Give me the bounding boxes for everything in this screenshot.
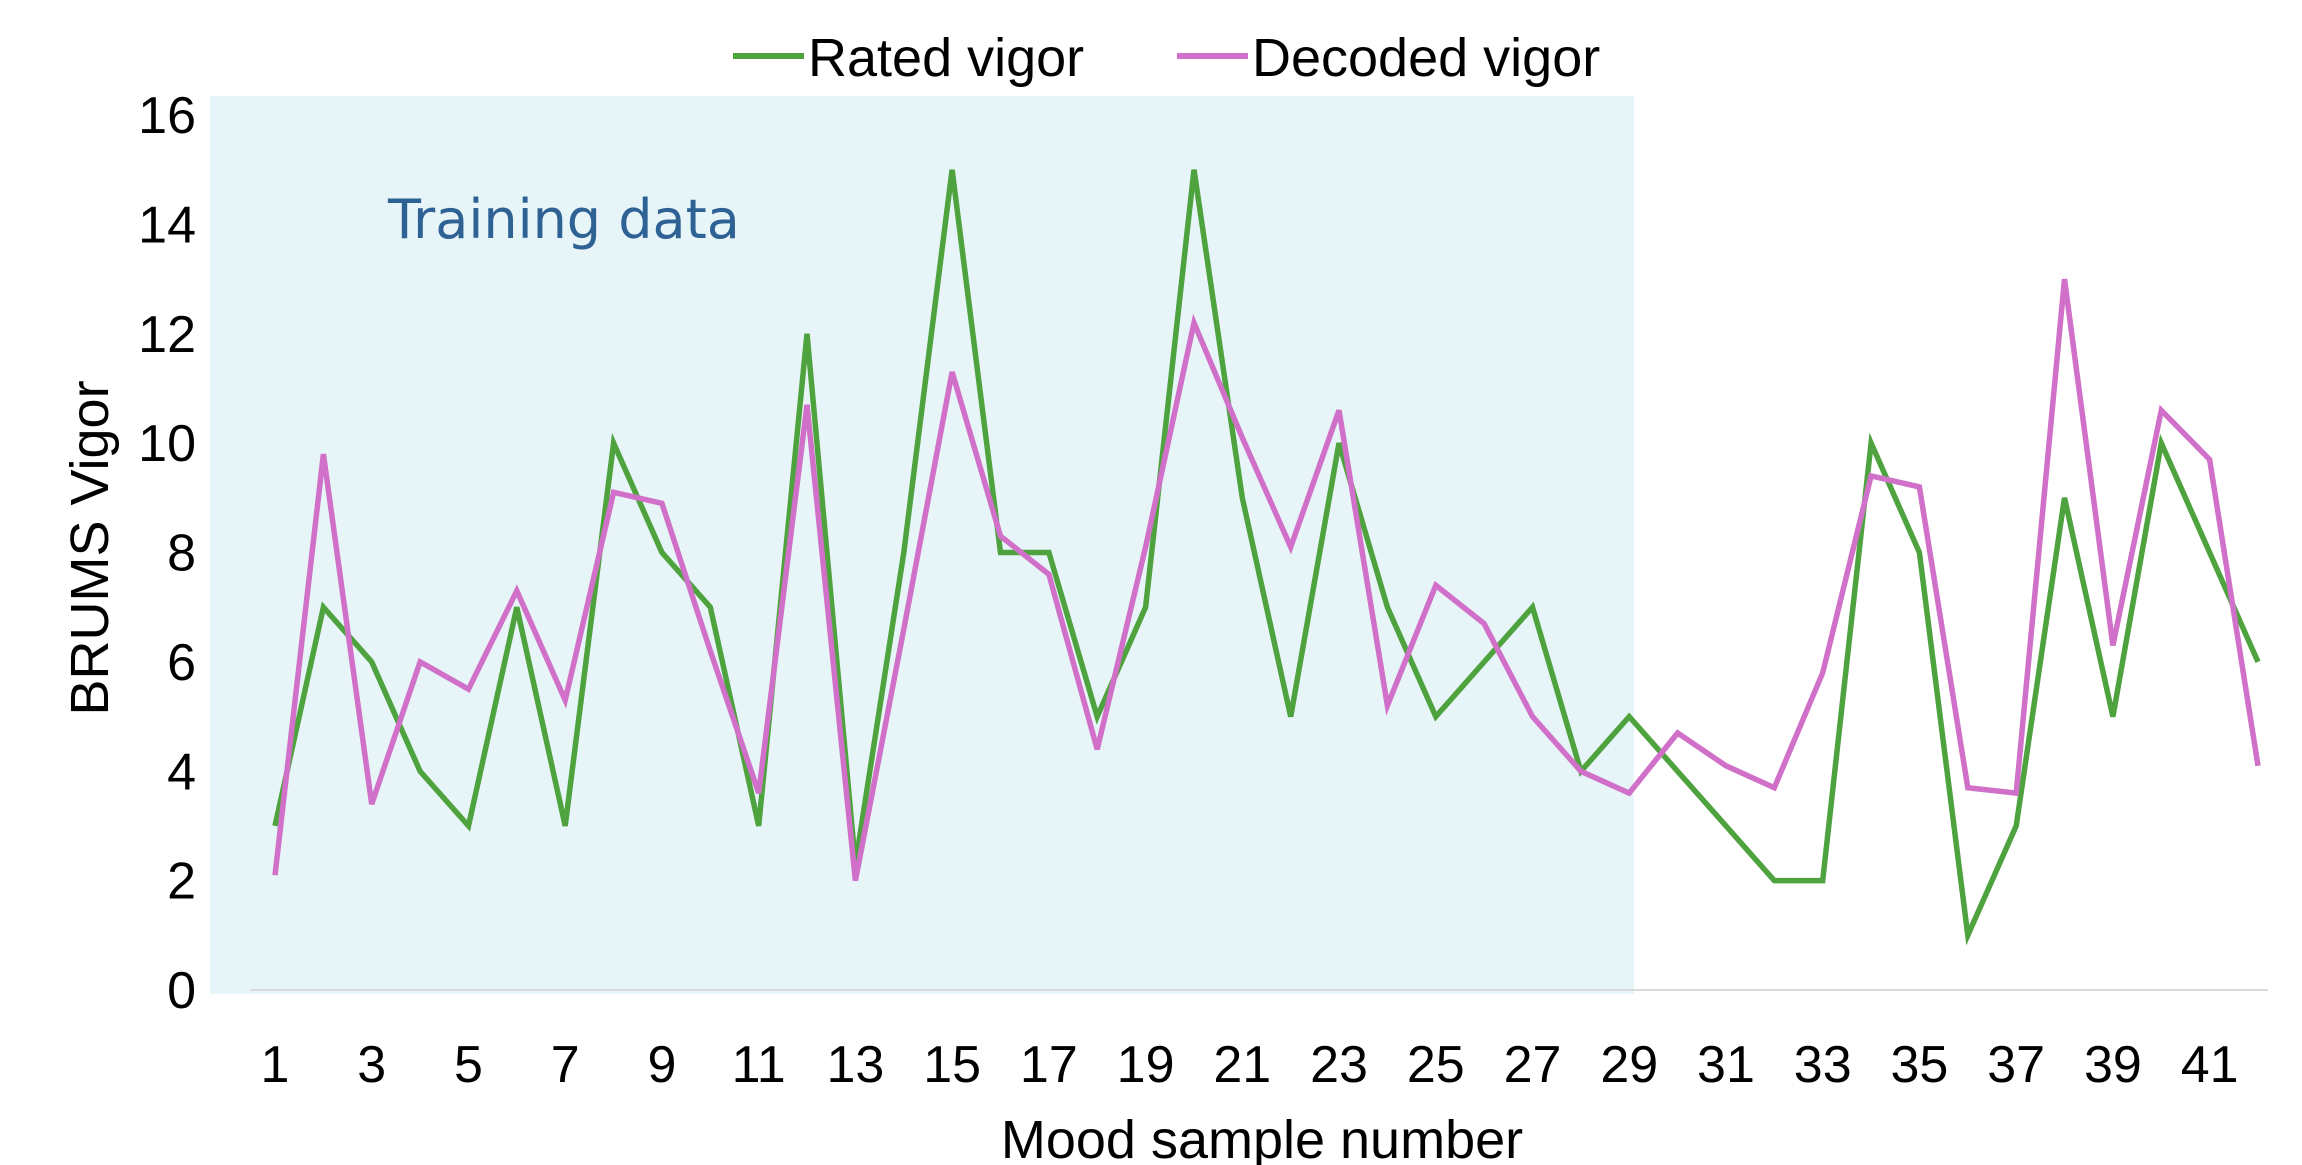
- training-data-annotation: Training data: [387, 188, 740, 251]
- y-tick-label: 10: [138, 415, 196, 473]
- y-tick-label: 16: [138, 87, 196, 145]
- legend: Rated vigor Decoded vigor: [733, 28, 1600, 88]
- x-tick-label: 21: [1213, 1036, 1271, 1094]
- x-tick-label: 37: [1987, 1036, 2045, 1094]
- x-tick-label: 19: [1117, 1036, 1175, 1094]
- y-tick-label: 2: [167, 853, 196, 911]
- y-tick-label: 8: [167, 525, 196, 583]
- y-tick-label: 4: [167, 743, 196, 801]
- y-tick-label: 6: [167, 634, 196, 692]
- series-lines: [272, 169, 2261, 946]
- x-tick-label: 15: [923, 1036, 981, 1094]
- x-tick-label: 13: [826, 1036, 884, 1094]
- x-tick-label: 17: [1020, 1036, 1078, 1094]
- x-tick-label: 39: [2084, 1036, 2142, 1094]
- y-tick-label: 12: [138, 306, 196, 364]
- x-tick-label: 29: [1600, 1036, 1658, 1094]
- x-tick-label: 11: [732, 1036, 786, 1094]
- x-axis-ticks: 1 3 5 7 9 11 13 15 17 19 21 23 25 27 29 31 33 35 37 39 41: [261, 1036, 2239, 1094]
- x-tick-label: 33: [1794, 1036, 1852, 1094]
- y-axis-label: BRUMS Vigor: [60, 380, 120, 715]
- x-axis-label: Mood sample number: [1001, 1110, 1523, 1165]
- x-tick-label: 31: [1697, 1036, 1755, 1094]
- y-tick-label: 14: [138, 196, 196, 254]
- x-tick-label: 23: [1310, 1036, 1368, 1094]
- x-tick-label: 1: [261, 1036, 290, 1094]
- legend-label-rated-vigor: Rated vigor: [808, 28, 1084, 88]
- x-tick-label: 5: [454, 1036, 483, 1094]
- y-tick-label: 0: [167, 962, 196, 1020]
- x-tick-label: 3: [357, 1036, 386, 1094]
- x-tick-label: 9: [647, 1036, 676, 1094]
- x-tick-label: 41: [2181, 1036, 2239, 1094]
- y-axis-ticks: 0 2 4 6 8 10 12 14 16: [138, 87, 196, 1020]
- x-tick-label: 27: [1504, 1036, 1562, 1094]
- x-tick-label: 7: [551, 1036, 580, 1094]
- x-tick-label: 35: [1891, 1036, 1949, 1094]
- series-line-decoded-vigor: [272, 278, 2261, 882]
- x-tick-label: 25: [1407, 1036, 1465, 1094]
- legend-label-decoded-vigor: Decoded vigor: [1252, 28, 1600, 88]
- series-line-rated-vigor: [272, 169, 2261, 946]
